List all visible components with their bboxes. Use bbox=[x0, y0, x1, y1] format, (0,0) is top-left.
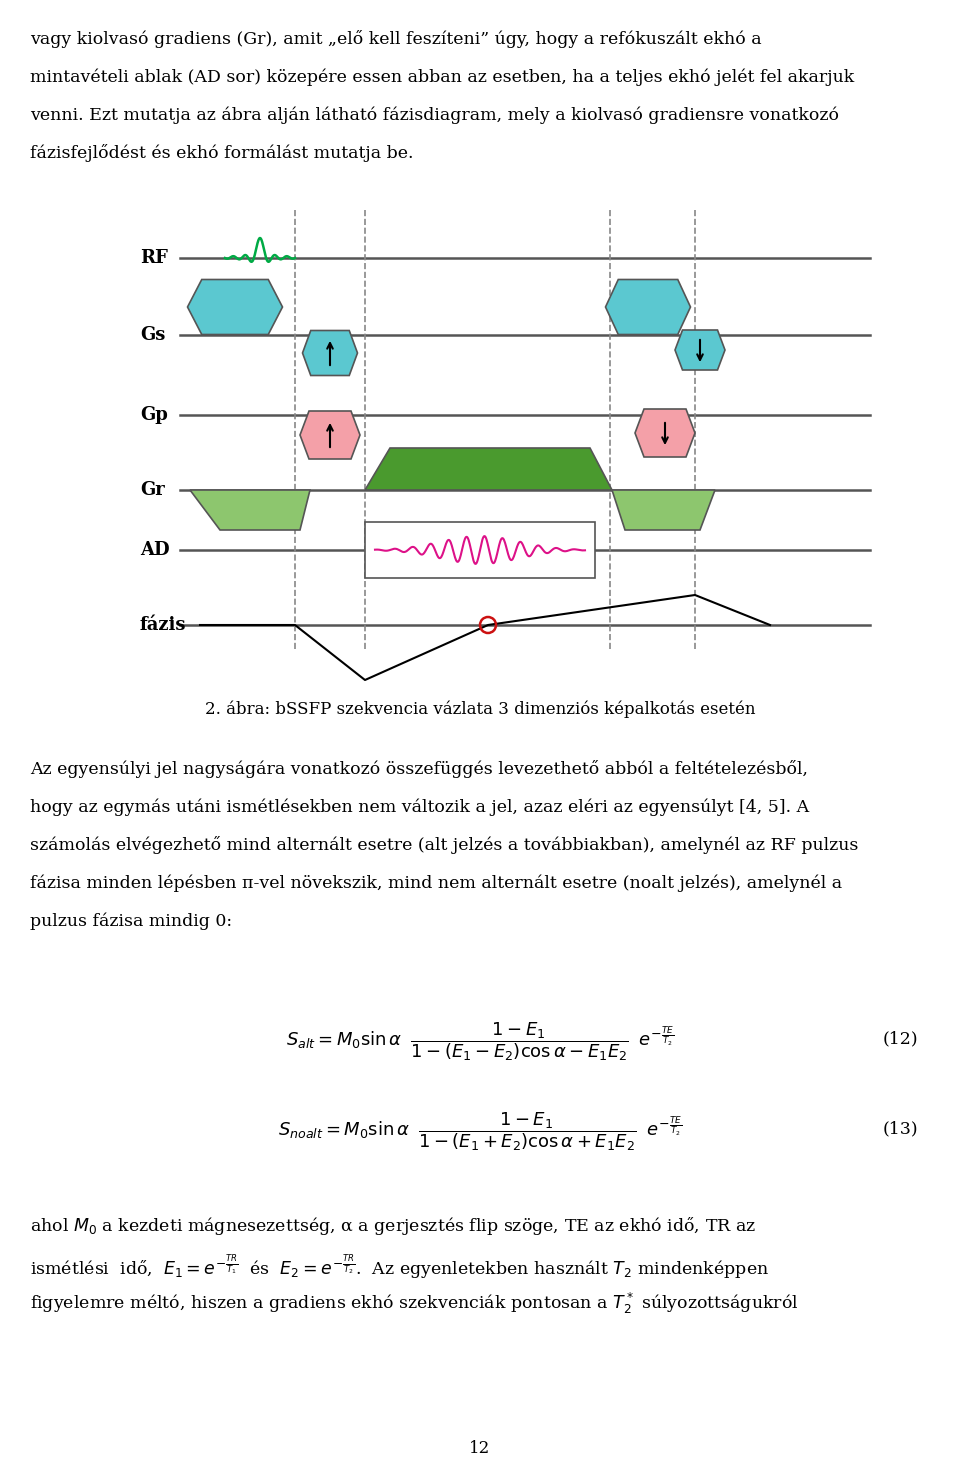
Text: ismétlési  idő,  $E_1 = e^{-\frac{TR}{T_1}}$  és  $E_2 = e^{-\frac{TR}{T_2}}$.  : ismétlési idő, $E_1 = e^{-\frac{TR}{T_1}… bbox=[30, 1253, 769, 1281]
Text: fázis: fázis bbox=[140, 615, 186, 634]
Text: Gs: Gs bbox=[140, 325, 165, 344]
Polygon shape bbox=[635, 409, 695, 456]
Text: hogy az egymás utáni ismétlésekben nem változik a jel, azaz eléri az egyensúlyt : hogy az egymás utáni ismétlésekben nem v… bbox=[30, 798, 809, 815]
Text: pulzus fázisa mindig 0:: pulzus fázisa mindig 0: bbox=[30, 913, 232, 929]
Text: számolás elvégezhető mind alternált esetre (alt jelzés a továbbiakban), amelynél: számolás elvégezhető mind alternált eset… bbox=[30, 836, 858, 854]
Bar bbox=[365, 523, 595, 578]
Text: Az egyensúlyi jel nagyságára vonatkozó összefüggés levezethető abból a feltétele: Az egyensúlyi jel nagyságára vonatkozó ö… bbox=[30, 760, 808, 779]
Text: fázisfejlődést és ekhó formálást mutatja be.: fázisfejlődést és ekhó formálást mutatja… bbox=[30, 144, 414, 162]
Polygon shape bbox=[365, 447, 612, 490]
Text: fázisa minden lépésben π-vel növekszik, mind nem alternált esetre (noalt jelzés): fázisa minden lépésben π-vel növekszik, … bbox=[30, 874, 842, 892]
Text: venni. Ezt mutatja az ábra alján látható fázisdiagram, mely a kiolvasó gradiensr: venni. Ezt mutatja az ábra alján látható… bbox=[30, 106, 839, 124]
Polygon shape bbox=[187, 280, 282, 334]
Text: ahol $M_0$ a kezdeti mágnesezettség, α a gerjesztés flip szöge, TE az ekhó idő, : ahol $M_0$ a kezdeti mágnesezettség, α a… bbox=[30, 1214, 756, 1236]
Text: AD: AD bbox=[140, 542, 170, 559]
Polygon shape bbox=[302, 331, 357, 375]
Text: RF: RF bbox=[140, 249, 168, 266]
Text: Gp: Gp bbox=[140, 406, 168, 424]
Polygon shape bbox=[606, 280, 690, 334]
Text: mintavételi ablak (AD sor) közepére essen abban az esetben, ha a teljes ekhó jel: mintavételi ablak (AD sor) közepére esse… bbox=[30, 68, 854, 85]
Text: Gr: Gr bbox=[140, 481, 165, 499]
Text: $S_{alt} = M_0 \sin\alpha \;\; \dfrac{1-E_1}{1-(E_1-E_2)\cos\alpha - E_1 E_2} \;: $S_{alt} = M_0 \sin\alpha \;\; \dfrac{1-… bbox=[286, 1020, 674, 1063]
Polygon shape bbox=[190, 490, 310, 530]
Text: 2. ábra: bSSFP szekvencia vázlata 3 dimenziós képalkotás esetén: 2. ábra: bSSFP szekvencia vázlata 3 dime… bbox=[204, 701, 756, 717]
Polygon shape bbox=[612, 490, 715, 530]
Polygon shape bbox=[675, 330, 725, 369]
Polygon shape bbox=[300, 411, 360, 459]
Text: (13): (13) bbox=[882, 1120, 918, 1136]
Text: $S_{noalt} = M_0 \sin\alpha \;\; \dfrac{1-E_1}{1-(E_1+E_2)\cos\alpha + E_1 E_2} : $S_{noalt} = M_0 \sin\alpha \;\; \dfrac{… bbox=[278, 1110, 682, 1153]
Text: 12: 12 bbox=[469, 1440, 491, 1457]
Text: figyelemre méltó, hiszen a gradiens ekhó szekvenciák pontosan a $T_2^*$ súlyozot: figyelemre méltó, hiszen a gradiens ekhó… bbox=[30, 1291, 799, 1316]
Text: (12): (12) bbox=[882, 1030, 918, 1047]
Text: vagy kiolvasó gradiens (Gr), amit „elő kell feszíteni” úgy, hogy a refókuszált e: vagy kiolvasó gradiens (Gr), amit „elő k… bbox=[30, 29, 761, 49]
